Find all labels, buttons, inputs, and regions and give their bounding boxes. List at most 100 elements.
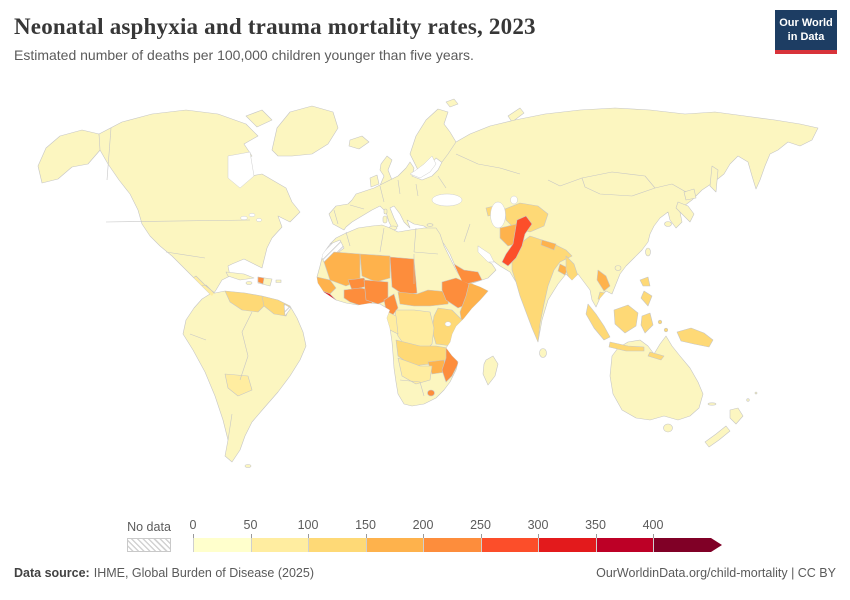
islands-moluccas[interactable] bbox=[663, 327, 669, 333]
country-japan-hokkaido[interactable] bbox=[683, 188, 697, 201]
legend-bin-50–100[interactable] bbox=[250, 538, 308, 552]
country-japan-kyushu[interactable] bbox=[664, 221, 672, 227]
country-philippines[interactable] bbox=[639, 276, 651, 287]
arctic-islands[interactable] bbox=[245, 109, 273, 128]
country-greenland[interactable] bbox=[271, 105, 339, 157]
chart-header: Neonatal asphyxia and trauma mortality r… bbox=[0, 0, 850, 63]
region-car-south-sudan[interactable] bbox=[397, 289, 451, 307]
islands-moluccas[interactable] bbox=[657, 319, 663, 325]
legend-tick-label: 0 bbox=[189, 518, 197, 532]
hudson-bay bbox=[227, 151, 255, 189]
country-cuba[interactable] bbox=[225, 271, 255, 281]
page-subtitle: Estimated number of deaths per 100,000 c… bbox=[14, 47, 474, 63]
country-australia[interactable] bbox=[609, 335, 704, 421]
legend-open-ended-arrow bbox=[710, 538, 722, 552]
country-pakistan[interactable] bbox=[501, 215, 533, 267]
legend-bin-200–250[interactable] bbox=[423, 538, 481, 552]
legend-bin-100–150[interactable] bbox=[308, 538, 366, 552]
country-new-zealand-south[interactable] bbox=[704, 425, 731, 448]
island-new-caledonia[interactable] bbox=[707, 402, 717, 406]
island-java[interactable] bbox=[608, 341, 645, 352]
island-borneo[interactable] bbox=[613, 304, 639, 334]
islands-pacific[interactable] bbox=[754, 391, 758, 395]
region-french-guiana[interactable] bbox=[283, 303, 292, 317]
country-sri-lanka[interactable] bbox=[539, 348, 547, 358]
island-sulawesi[interactable] bbox=[640, 312, 654, 334]
country-haiti[interactable] bbox=[257, 276, 265, 285]
country-laos[interactable] bbox=[596, 269, 611, 292]
legend-bin-150–200[interactable] bbox=[365, 538, 423, 552]
aral-sea bbox=[510, 195, 518, 205]
region-namibia-botswana[interactable] bbox=[397, 357, 433, 385]
country-bangladesh[interactable] bbox=[557, 263, 569, 276]
great-lakes bbox=[240, 215, 248, 221]
country-new-zealand-north[interactable] bbox=[729, 407, 744, 425]
country-alaska[interactable] bbox=[37, 129, 102, 184]
colorbar-legend: 0 50 100 150 200 250 300 350 400 bbox=[189, 514, 723, 552]
no-data-swatch[interactable] bbox=[127, 538, 171, 552]
legend-bin-250–300[interactable] bbox=[480, 538, 538, 552]
region-guyanas[interactable] bbox=[261, 295, 291, 317]
page-title: Neonatal asphyxia and trauma mortality r… bbox=[14, 14, 536, 39]
island-sardinia[interactable] bbox=[382, 215, 388, 224]
data-source-text[interactable]: IHME, Global Burden of Disease (2025) bbox=[93, 566, 314, 580]
colorbar bbox=[193, 538, 723, 552]
islands-falkland[interactable] bbox=[244, 464, 252, 468]
country-iceland[interactable] bbox=[348, 135, 370, 150]
baltic-sea bbox=[409, 155, 437, 179]
lake-victoria bbox=[444, 321, 452, 327]
black-sea bbox=[431, 193, 463, 207]
island-sakhalin[interactable] bbox=[709, 165, 719, 193]
island-cyprus[interactable] bbox=[426, 223, 434, 227]
island-timor[interactable] bbox=[647, 351, 665, 361]
island-hainan[interactable] bbox=[614, 265, 622, 271]
legend-bin-300–350[interactable] bbox=[538, 538, 596, 552]
island-novaya-zemlya[interactable] bbox=[507, 107, 525, 123]
data-source-label: Data source: bbox=[14, 566, 90, 580]
no-data-legend: No data bbox=[127, 520, 171, 552]
great-lakes bbox=[248, 213, 256, 217]
country-papua-new-guinea[interactable] bbox=[676, 327, 714, 348]
legend-tick-label: 250 bbox=[470, 518, 491, 532]
country-puerto-rico[interactable] bbox=[275, 279, 282, 283]
island-tasmania[interactable] bbox=[663, 423, 673, 433]
owid-logo-text: Our World in Data bbox=[775, 10, 837, 50]
attribution-link[interactable]: OurWorldinData.org/child-mortality | CC … bbox=[596, 566, 836, 580]
legend-tickmark bbox=[250, 534, 252, 538]
legend-tick-label: 400 bbox=[642, 518, 664, 532]
legend-tickmark bbox=[365, 534, 367, 538]
legend-tickmark bbox=[193, 534, 194, 538]
colorbar-ticks: 0 50 100 150 200 250 300 350 400 bbox=[189, 514, 723, 538]
legend-tick-label: 100 bbox=[297, 518, 319, 532]
legend-tickmark bbox=[653, 534, 654, 538]
legend-bin-400+[interactable] bbox=[653, 538, 711, 552]
country-jamaica[interactable] bbox=[245, 281, 253, 285]
island-sumatra[interactable] bbox=[585, 303, 611, 341]
caspian-sea bbox=[490, 201, 506, 229]
country-ireland[interactable] bbox=[369, 174, 380, 188]
country-nigeria[interactable] bbox=[363, 279, 389, 305]
country-philippines[interactable] bbox=[640, 290, 653, 307]
country-bolivia[interactable] bbox=[224, 373, 253, 397]
legend-bin-0–50[interactable] bbox=[193, 538, 251, 552]
country-niger[interactable] bbox=[359, 253, 391, 283]
owid-logo-line2: in Data bbox=[787, 31, 825, 44]
country-nepal[interactable] bbox=[540, 239, 557, 251]
great-lakes bbox=[256, 218, 262, 222]
owid-logo[interactable]: Our World in Data bbox=[775, 10, 837, 54]
island-corsica[interactable] bbox=[383, 208, 388, 215]
country-madagascar[interactable] bbox=[482, 355, 499, 386]
island-taiwan[interactable] bbox=[645, 247, 651, 257]
legend-tick-label: 150 bbox=[355, 518, 376, 532]
legend-bin-350–400[interactable] bbox=[595, 538, 653, 552]
legend-tickmark bbox=[595, 534, 597, 538]
islands-fiji[interactable] bbox=[746, 398, 750, 402]
country-lesotho[interactable] bbox=[427, 389, 435, 397]
country-venezuela[interactable] bbox=[224, 291, 267, 313]
continent-north-america[interactable] bbox=[98, 109, 301, 297]
islands-svalbard[interactable] bbox=[445, 98, 459, 108]
country-india[interactable] bbox=[511, 235, 573, 342]
legend-tick-label: 350 bbox=[585, 518, 606, 532]
country-japan-honshu[interactable] bbox=[675, 201, 695, 223]
